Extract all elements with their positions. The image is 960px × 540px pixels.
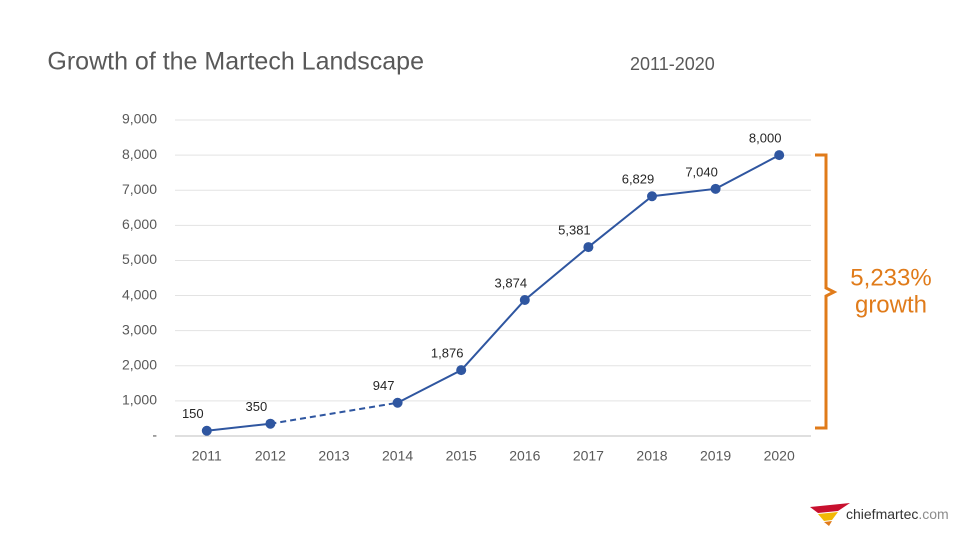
y-tick-label: 4,000	[122, 286, 157, 302]
y-tick-label: 6,000	[122, 216, 157, 232]
marker	[201, 425, 212, 436]
x-tick-label: 2020	[764, 448, 795, 464]
annotation: growth	[855, 291, 927, 318]
y-tick-label: 2,000	[122, 356, 157, 372]
data-label: 8,000	[749, 131, 782, 146]
marker	[710, 183, 721, 194]
bracket	[815, 153, 838, 430]
y-tick-label: 1,000	[122, 392, 157, 408]
x-tick-label: 2011	[192, 448, 222, 464]
logo-icon	[824, 521, 832, 526]
y-tick-label: 9,000	[122, 111, 157, 127]
marker	[392, 397, 403, 408]
chart-subtitle: 2011-2020	[630, 54, 715, 74]
marker	[456, 365, 467, 376]
marker	[265, 418, 276, 429]
data-label: 947	[373, 378, 395, 393]
y-tick-label: -	[152, 427, 157, 443]
logo-domain: .com	[918, 506, 948, 522]
logo-icon	[810, 503, 850, 513]
x-tick-label: 2012	[255, 448, 286, 464]
marker	[647, 191, 657, 202]
annotation: 5,233%	[850, 264, 931, 291]
data-label: 7,040	[685, 164, 718, 179]
marker	[519, 294, 530, 305]
y-tick-label: 5,000	[122, 251, 157, 267]
y-tick-label: 8,000	[122, 146, 157, 162]
x-tick-label: 2015	[446, 448, 477, 464]
x-tick-label: 2018	[636, 448, 667, 464]
y-tick-label: 7,000	[122, 181, 157, 197]
logo-text: chiefmartec.com	[846, 506, 949, 522]
logo-icon	[818, 512, 838, 521]
y-tick-label: 3,000	[122, 321, 157, 337]
marker	[583, 242, 594, 253]
line	[206, 154, 780, 432]
marker	[774, 150, 785, 161]
x-tick-label: 2016	[509, 448, 540, 464]
x-tick-label: 2013	[318, 448, 349, 464]
data-label: 6,829	[622, 172, 655, 187]
gap-bridge	[270, 401, 398, 425]
data-label: 3,874	[495, 275, 528, 290]
x-tick-label: 2017	[573, 448, 604, 464]
x-tick-label: 2019	[700, 448, 731, 464]
x-tick-label: 2014	[382, 448, 413, 464]
data-label: 350	[246, 399, 268, 414]
data-label: 150	[182, 406, 204, 421]
logo: chiefmartec.com	[810, 503, 949, 526]
data-label: 1,876	[431, 346, 464, 361]
chart-title: Growth of the Martech Landscape	[47, 48, 424, 76]
data-label: 5,381	[558, 223, 591, 238]
logo-name: chiefmartec	[846, 506, 918, 522]
